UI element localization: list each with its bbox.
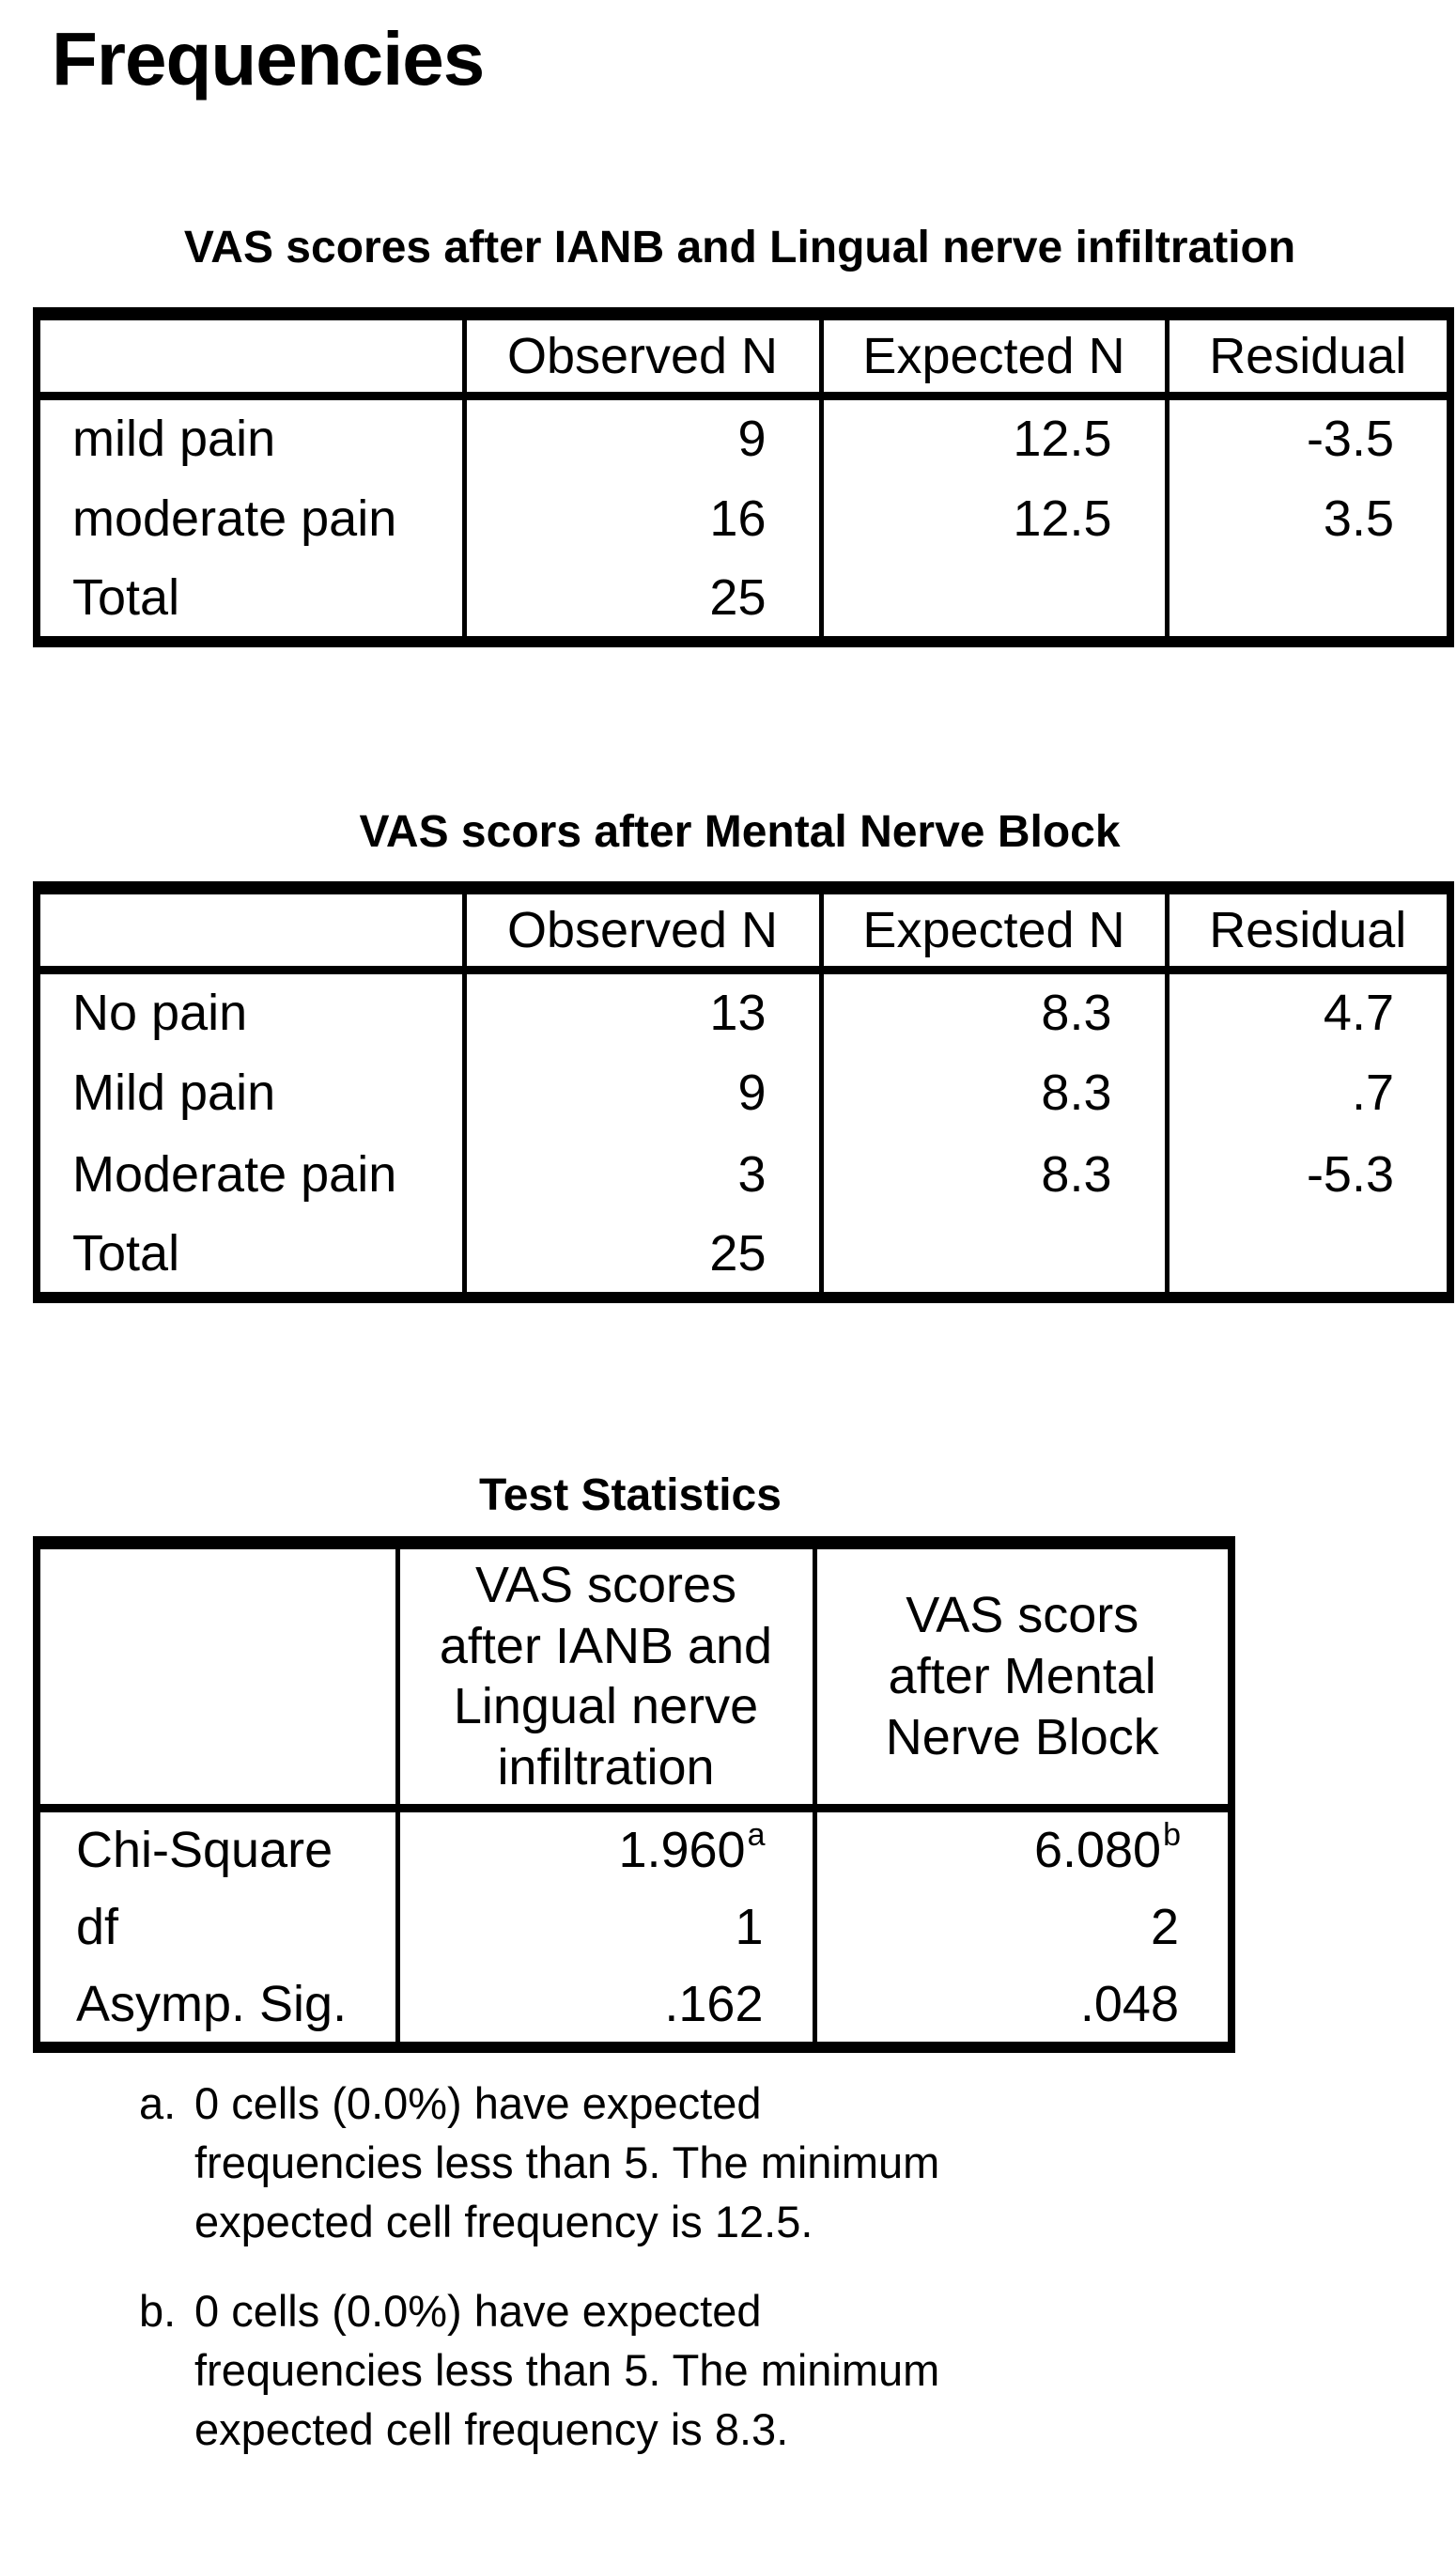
row-label: mild pain (72, 411, 276, 468)
col-header-observed: Observed N (461, 887, 821, 975)
residual-value: -5.3 (1164, 1133, 1450, 1216)
chi-square-value: 6.080 (1033, 1821, 1162, 1878)
row-label: Total (72, 1225, 180, 1282)
residual-value: -3.5 (1164, 396, 1450, 478)
test-statistics-table: VAS scores after IANB and Lingual nerve … (33, 1536, 1235, 2054)
vas-mental-frequency-table: Observed N Expected N Residual No pain 1… (33, 880, 1454, 1303)
expected-value: 12.5 (818, 477, 1167, 560)
vas-ianb-frequency-table: Observed N Expected N Residual mild pain… (33, 306, 1454, 647)
footnote-a: a. 0 cells (0.0%) have expected frequenc… (139, 2074, 1456, 2251)
observed-value: 3 (461, 1133, 821, 1216)
header-row: Observed N Expected N Residual (37, 313, 1450, 401)
corner-cell (37, 313, 464, 401)
footnote-text: 0 cells (0.0%) have expected frequencies… (194, 2286, 940, 2455)
observed-value: 9 (461, 1051, 821, 1134)
table-title-mental: VAS scors after Mental Nerve Block (359, 806, 1121, 857)
residual-value: .7 (1164, 1051, 1450, 1134)
chi-square-value: 1.960 (618, 1821, 746, 1878)
footnote-ref-a: a (747, 1816, 766, 1853)
table-title-test-statistics: Test Statistics (479, 1469, 782, 1520)
expected-value: 8.3 (818, 1133, 1167, 1216)
expected-value (818, 1215, 1167, 1298)
page-title: Frequencies (52, 17, 485, 101)
header-row: VAS scores after IANB and Lingual nerve … (37, 1543, 1231, 1812)
residual-value: 3.5 (1164, 477, 1450, 560)
row-label: moderate pain (72, 490, 397, 547)
observed-value: 25 (461, 1215, 821, 1298)
footnote-marker: a. (139, 2078, 177, 2129)
observed-value: 13 (461, 970, 821, 1052)
col-header-expected: Expected N (818, 313, 1167, 401)
footnote-b: b. 0 cells (0.0%) have expected frequenc… (139, 2281, 1456, 2459)
corner-cell (37, 887, 464, 975)
table-row: No pain 13 8.3 4.7 (37, 970, 1450, 1052)
row-label: Asymp. Sig. (76, 1976, 348, 2033)
expected-value (818, 559, 1167, 642)
row-label: Moderate pain (72, 1146, 397, 1204)
row-label: Mild pain (72, 1065, 276, 1122)
col-header-mental: VAS scors after Mental Nerve Block (812, 1543, 1231, 1812)
df-mental: 2 (812, 1888, 1231, 1968)
table-title-ianb: VAS scores after IANB and Lingual nerve … (183, 222, 1296, 272)
col-header-residual: Residual (1164, 313, 1450, 401)
col-header-expected: Expected N (818, 887, 1167, 975)
observed-value: 9 (461, 396, 821, 478)
footnote-ref-b: b (1163, 1816, 1181, 1853)
table-row-total: Total 25 (37, 559, 1450, 642)
footnote-marker: b. (139, 2286, 177, 2337)
row-label: df (76, 1899, 119, 1956)
table-row-asymp-sig: Asymp. Sig. .162 .048 (37, 1967, 1231, 2048)
footnote-text: 0 cells (0.0%) have expected frequencies… (194, 2078, 940, 2247)
header-row: Observed N Expected N Residual (37, 887, 1450, 975)
spss-output-page: Frequencies VAS scores after IANB and Li… (0, 17, 1456, 2549)
corner-cell (37, 1543, 397, 1812)
residual-value (1164, 559, 1450, 642)
row-label: No pain (72, 985, 248, 1042)
observed-value: 16 (461, 477, 821, 560)
col-header-residual: Residual (1164, 887, 1450, 975)
expected-value: 12.5 (818, 396, 1167, 478)
expected-value: 8.3 (818, 1051, 1167, 1134)
table-row: Moderate pain 3 8.3 -5.3 (37, 1133, 1450, 1216)
col-header-ianb: VAS scores after IANB and Lingual nerve … (395, 1543, 814, 1812)
table-row-total: Total 25 (37, 1215, 1450, 1298)
observed-value: 25 (461, 559, 821, 642)
table-row: moderate pain 16 12.5 3.5 (37, 477, 1450, 560)
row-label: Chi-Square (76, 1821, 333, 1878)
sig-mental: .048 (812, 1967, 1231, 2048)
col-header-observed: Observed N (461, 313, 821, 401)
table-row-df: df 1 2 (37, 1888, 1231, 1968)
residual-value: 4.7 (1164, 970, 1450, 1052)
table-row: mild pain 9 12.5 -3.5 (37, 396, 1450, 478)
chi-square-ianb: 1.960a (395, 1808, 814, 1888)
table-row-chi-square: Chi-Square 1.960a 6.080b (37, 1808, 1231, 1888)
row-label: Total (72, 568, 180, 626)
table-row: Mild pain 9 8.3 .7 (37, 1051, 1450, 1134)
sig-ianb: .162 (395, 1967, 814, 2048)
chi-square-mental: 6.080b (812, 1808, 1231, 1888)
expected-value: 8.3 (818, 970, 1167, 1052)
residual-value (1164, 1215, 1450, 1298)
df-ianb: 1 (395, 1888, 814, 1968)
